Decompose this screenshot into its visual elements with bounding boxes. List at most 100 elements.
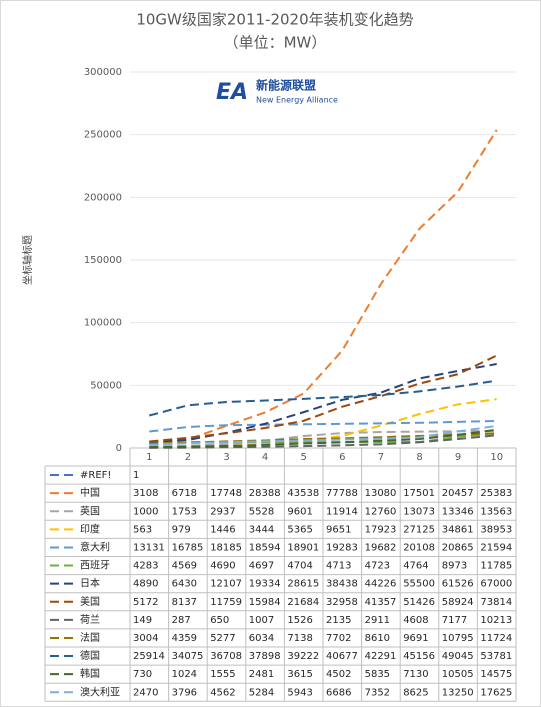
table-cell: 13563 xyxy=(480,506,512,517)
table-cell: 32958 xyxy=(326,597,358,608)
table-cell: 7702 xyxy=(326,633,351,644)
table-cell: 4723 xyxy=(365,561,390,572)
table-cell: 1555 xyxy=(210,669,235,680)
y-tick-label: 50000 xyxy=(90,380,122,391)
logo-name-en: New Energy Alliance xyxy=(256,96,338,105)
table-cell: 4608 xyxy=(403,615,428,626)
series-line xyxy=(149,129,498,446)
chart-title: 10GW级国家2011-2020年装机变化趋势 xyxy=(136,11,413,29)
table-cell: 43538 xyxy=(287,488,319,499)
table-cell: 77788 xyxy=(326,488,358,499)
table-cell: 17501 xyxy=(403,488,435,499)
table-cell: 19283 xyxy=(326,542,358,553)
table-cell: 5365 xyxy=(287,524,312,535)
legend-label: 日本 xyxy=(80,577,100,590)
table-cell: 1526 xyxy=(287,615,312,626)
table-cell: 2937 xyxy=(210,506,235,517)
legend-label: 韩国 xyxy=(80,667,100,680)
table-cell: 563 xyxy=(133,524,152,535)
table-cell: 5284 xyxy=(249,687,274,698)
table-cell: 10505 xyxy=(442,669,474,680)
table-cell: 7177 xyxy=(442,615,467,626)
table-cell: 44226 xyxy=(365,579,397,590)
table-cell: 53781 xyxy=(480,651,512,662)
table-cell: 1024 xyxy=(172,669,197,680)
x-tick-label: 2 xyxy=(185,452,191,463)
table-cell: 4502 xyxy=(326,669,351,680)
logo-mark: EA xyxy=(216,80,248,105)
table-cell: 1753 xyxy=(172,506,197,517)
x-tick-label: 5 xyxy=(301,452,307,463)
table-cell: 8137 xyxy=(172,597,197,608)
table-cell: 5528 xyxy=(249,506,274,517)
table-cell: 10795 xyxy=(442,633,474,644)
table-cell: 1000 xyxy=(133,506,158,517)
table-cell: 6430 xyxy=(172,579,197,590)
table-cell: 38953 xyxy=(480,524,512,535)
table-cell: 4283 xyxy=(133,561,158,572)
table-cell: 11759 xyxy=(210,597,242,608)
table-cell: 20108 xyxy=(403,542,435,553)
table-cell: 3796 xyxy=(172,687,197,698)
x-tick-label: 10 xyxy=(490,452,503,463)
table-cell: 20865 xyxy=(442,542,474,553)
table-cell: 7130 xyxy=(403,669,428,680)
table-cell: 39222 xyxy=(287,651,319,662)
table-cell: 4764 xyxy=(403,561,428,572)
table-cell: 9691 xyxy=(403,633,428,644)
table-cell: 73814 xyxy=(480,597,512,608)
table-cell: 18185 xyxy=(210,542,242,553)
table-cell: 13073 xyxy=(403,506,435,517)
table-cell: 25383 xyxy=(480,488,512,499)
table-cell: 5172 xyxy=(133,597,158,608)
legend-label: 西班牙 xyxy=(80,560,110,572)
table-cell: 13080 xyxy=(365,488,397,499)
table-cell: 7352 xyxy=(365,687,390,698)
series-line xyxy=(149,354,498,443)
legend-label: 英国 xyxy=(80,504,100,517)
table-cell: 17625 xyxy=(480,687,512,698)
table-cell: 61526 xyxy=(442,579,474,590)
table-cell: 4690 xyxy=(210,561,235,572)
y-tick-label: 250000 xyxy=(84,130,122,141)
legend-label: 荷兰 xyxy=(80,613,100,626)
table-cell: 6718 xyxy=(172,488,197,499)
table-cell: 3615 xyxy=(287,669,312,680)
table-cell: 10213 xyxy=(480,615,512,626)
x-tick-label: 1 xyxy=(146,452,152,463)
y-tick-label: 150000 xyxy=(84,255,122,266)
table-cell: 51426 xyxy=(403,597,435,608)
table-cell: 8610 xyxy=(365,633,390,644)
table-cell: 21684 xyxy=(287,597,319,608)
table-cell: 4569 xyxy=(172,561,197,572)
table-cell: 45156 xyxy=(403,651,435,662)
table-cell: 9651 xyxy=(326,524,351,535)
x-tick-label: 9 xyxy=(455,452,461,463)
table-cell: 4697 xyxy=(249,561,274,572)
table-cell: 149 xyxy=(133,615,152,626)
table-cell: 6034 xyxy=(249,633,274,644)
table-cell: 730 xyxy=(133,669,152,680)
table-cell: 34861 xyxy=(442,524,474,535)
y-tick-label: 300000 xyxy=(84,67,122,78)
table-cell: 3004 xyxy=(133,633,158,644)
table-cell: 1007 xyxy=(249,615,274,626)
table-cell: 37898 xyxy=(249,651,281,662)
table-cell: 19334 xyxy=(249,579,281,590)
table-cell: 17748 xyxy=(210,488,242,499)
legend-label: 意大利 xyxy=(80,540,110,553)
table-cell: 34075 xyxy=(172,651,204,662)
table-cell: 4713 xyxy=(326,561,351,572)
table-cell: 11724 xyxy=(480,633,512,644)
series-line xyxy=(149,379,497,417)
table-cell: 4562 xyxy=(210,687,235,698)
chart-subtitle: （单位：MW） xyxy=(224,34,327,52)
table-cell: 15984 xyxy=(249,597,281,608)
series-line xyxy=(149,434,497,449)
table-cell: 4359 xyxy=(172,633,197,644)
legend-label: 美国 xyxy=(80,595,100,608)
series-line xyxy=(149,428,497,449)
y-tick-label: 0 xyxy=(116,443,122,454)
table-cell: 2911 xyxy=(365,615,390,626)
